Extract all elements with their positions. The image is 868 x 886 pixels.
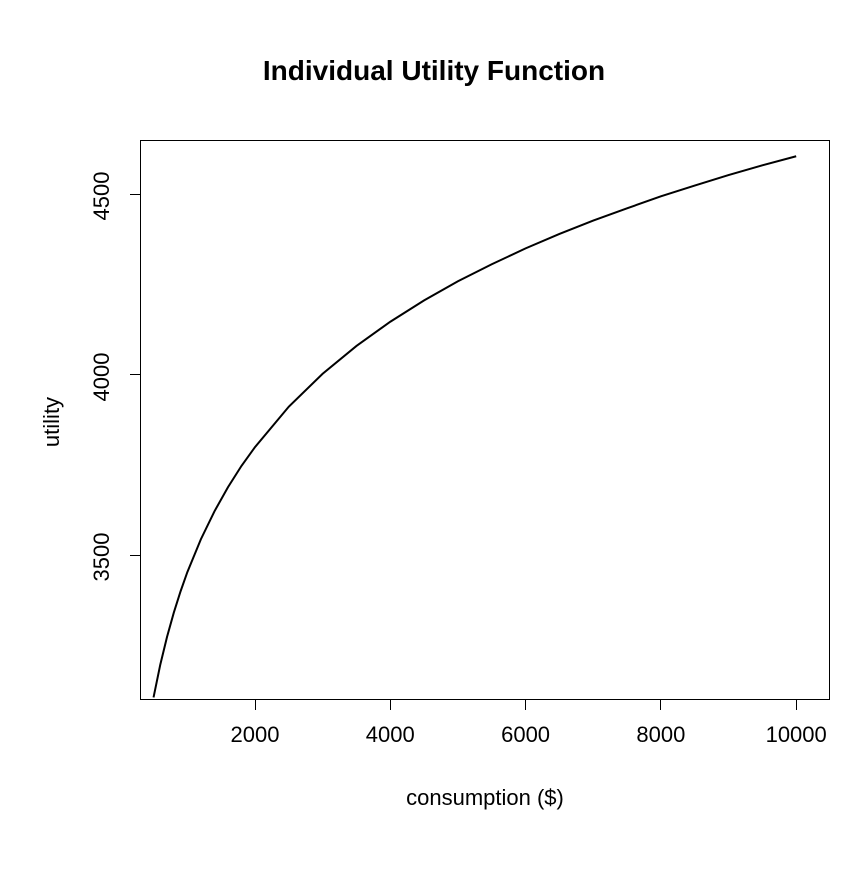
chart-container: Individual Utility Function utility cons… <box>0 0 868 886</box>
y-tick-label: 3500 <box>89 517 115 597</box>
x-axis-label: consumption ($) <box>140 785 830 811</box>
x-tick-label: 2000 <box>205 722 305 748</box>
x-tick-mark <box>660 700 661 710</box>
x-tick-label: 10000 <box>746 722 846 748</box>
x-tick-label: 4000 <box>340 722 440 748</box>
x-tick-mark <box>796 700 797 710</box>
y-tick-label: 4000 <box>89 337 115 417</box>
x-tick-mark <box>255 700 256 710</box>
x-tick-mark <box>390 700 391 710</box>
utility-curve <box>0 0 868 886</box>
x-tick-mark <box>525 700 526 710</box>
y-tick-label: 4500 <box>89 156 115 236</box>
y-tick-mark <box>130 374 140 375</box>
x-tick-label: 6000 <box>476 722 576 748</box>
y-axis-label: utility <box>39 392 65 452</box>
x-tick-label: 8000 <box>611 722 711 748</box>
y-tick-mark <box>130 194 140 195</box>
y-tick-mark <box>130 555 140 556</box>
